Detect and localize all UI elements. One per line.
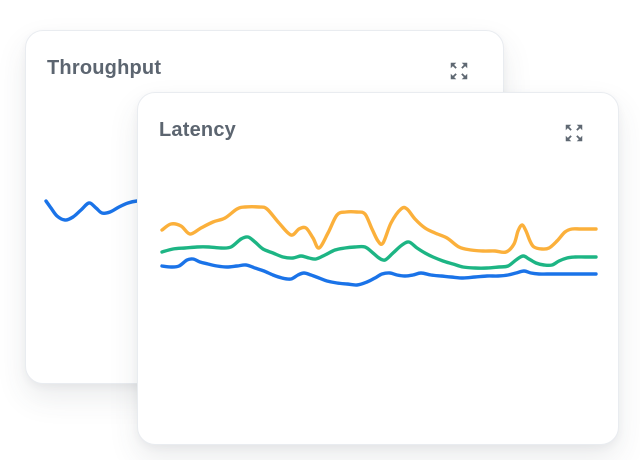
latency-card: Latency (137, 92, 619, 445)
throughput-title: Throughput (47, 57, 162, 79)
latency-card-header: Latency (138, 93, 618, 146)
series-green-line (160, 235, 598, 270)
throughput-chart (44, 198, 178, 222)
latency-chart (160, 205, 598, 287)
series-yellow-line (160, 205, 598, 255)
series-blue-line (160, 257, 598, 287)
expand-icon (565, 124, 583, 142)
latency-expand-button[interactable] (561, 120, 587, 146)
throughput-card-header: Throughput (26, 31, 503, 84)
throughput-expand-button[interactable] (446, 58, 472, 84)
expand-icon (450, 62, 468, 80)
latency-title: Latency (159, 119, 236, 141)
series-throughput-line (44, 198, 178, 222)
